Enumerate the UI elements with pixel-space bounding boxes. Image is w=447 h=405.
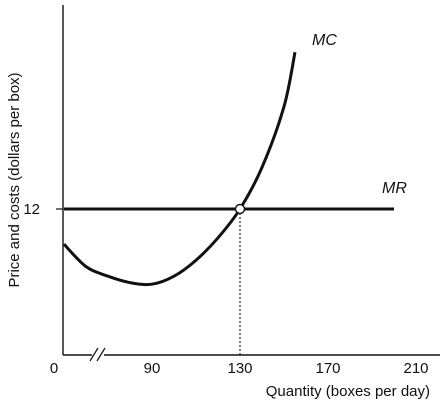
x-tick-label: 130 xyxy=(227,360,252,377)
x-tick-label: 90 xyxy=(144,360,161,377)
mc-curve xyxy=(62,51,297,287)
x-axis-label: Quantity (boxes per day) xyxy=(266,383,430,400)
x-tick-label: 210 xyxy=(403,360,428,377)
axis-break-icon xyxy=(89,347,106,363)
x-tick-label: 170 xyxy=(315,360,340,377)
y-axis-label: Price and costs (dollars per box) xyxy=(6,72,23,287)
x-tick-labels: 0 90 130 170 210 xyxy=(50,360,429,377)
y-tick-labels: 12 xyxy=(23,201,63,218)
mc-curve-label: MC xyxy=(312,32,337,49)
intersection-point xyxy=(234,203,246,215)
y-tick-label: 12 xyxy=(23,201,40,218)
x-tick-label: 0 xyxy=(50,360,58,377)
mr-curve-label: MR xyxy=(382,180,407,197)
